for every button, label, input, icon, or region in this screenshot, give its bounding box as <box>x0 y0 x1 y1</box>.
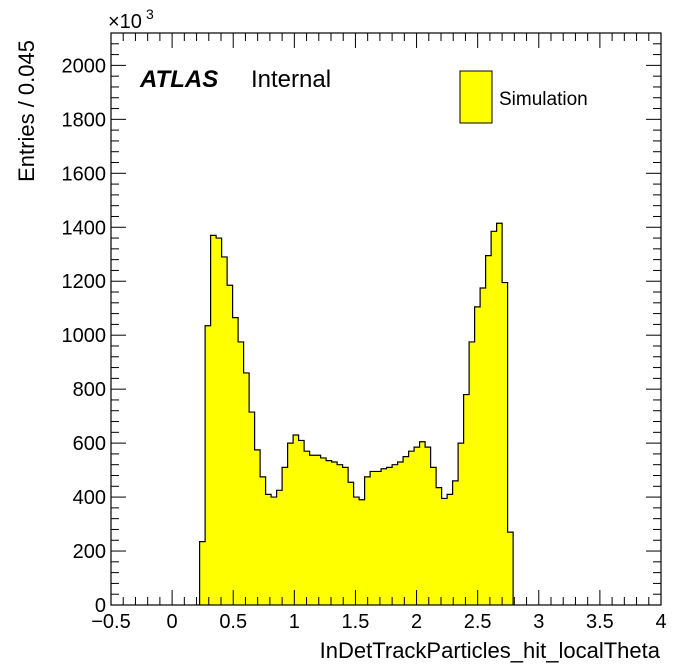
histogram-bin <box>287 443 294 605</box>
axis-ticks <box>110 32 662 606</box>
histogram-bin <box>331 462 338 605</box>
legend: Simulation <box>459 70 588 124</box>
histogram-bin <box>364 476 371 605</box>
histogram-bin <box>458 443 465 605</box>
legend-swatch <box>459 70 493 124</box>
histogram-bin <box>265 494 272 605</box>
histogram-bin <box>452 480 459 605</box>
x-tick-label: 3 <box>533 611 544 633</box>
x-tick-label: 2 <box>411 611 422 633</box>
histogram-bin <box>271 497 278 605</box>
histogram-bin <box>403 456 410 605</box>
histogram-bin <box>304 451 311 605</box>
histogram-bin <box>293 435 300 605</box>
x-tick-label: 3.5 <box>586 611 614 633</box>
histogram-bin <box>436 487 443 605</box>
histogram-bin <box>370 471 377 605</box>
y-tick-label: 1000 <box>62 325 107 347</box>
y-tick-label: 200 <box>73 541 106 563</box>
histogram-bin <box>205 325 212 605</box>
histogram-bin <box>238 341 245 605</box>
y-tick-label: 1600 <box>62 163 107 185</box>
histogram-bin <box>243 372 250 605</box>
x-tick-label: 0 <box>167 611 178 633</box>
histogram-bin <box>485 255 492 605</box>
histogram-bin <box>463 394 470 605</box>
histogram-bin <box>386 467 393 605</box>
x-tick-label: 1 <box>289 611 300 633</box>
histogram-bin <box>375 471 382 605</box>
histogram-bin <box>480 287 487 605</box>
histogram-bin <box>221 256 228 605</box>
histogram-bin <box>430 467 437 605</box>
histogram-bin <box>309 455 316 605</box>
y-tick-label: 800 <box>73 379 106 401</box>
y-axis-title: Entries / 0.045 <box>14 40 39 182</box>
x-tick-label: −0.5 <box>91 611 130 633</box>
plot-frame <box>110 32 662 606</box>
atlas-label: ATLAS <box>139 66 218 93</box>
histogram-bin <box>348 482 355 605</box>
histogram-bin <box>491 231 498 605</box>
histogram-outline <box>199 222 514 605</box>
y-tick-label: 1800 <box>62 109 107 131</box>
histogram-bin <box>353 497 360 605</box>
x-axis-title: InDetTrackParticles_hit_localTheta <box>320 638 661 663</box>
x-tick-label: 2.5 <box>464 611 492 633</box>
x-tick-label: 0.5 <box>219 611 247 633</box>
histogram-bin <box>447 494 454 605</box>
histogram-bin <box>260 476 267 605</box>
y-tick-label: 600 <box>73 433 106 455</box>
histogram-bin <box>414 447 421 605</box>
histogram-bin <box>227 285 234 605</box>
y-tick-label: 400 <box>73 487 106 509</box>
histogram-bin <box>342 467 349 605</box>
histogram-bin <box>254 449 261 605</box>
histogram-bin <box>210 235 217 605</box>
y-multiplier-exponent: 3 <box>146 6 154 22</box>
histogram-bin <box>392 464 399 605</box>
histogram-bin <box>216 238 223 605</box>
histogram-bin <box>326 460 333 605</box>
histogram-bin <box>282 467 289 605</box>
y-tick-label: 1400 <box>62 217 107 239</box>
histogram-bin <box>496 223 503 605</box>
histogram-bin <box>337 464 344 605</box>
histogram-bin <box>320 457 327 605</box>
x-tick-label: 4 <box>655 611 666 633</box>
histogram-bin <box>425 447 432 605</box>
y-tick-label: 0 <box>95 595 106 617</box>
histogram-bin <box>408 451 415 605</box>
legend-label-simulation: Simulation <box>499 89 588 110</box>
histogram-bin <box>249 412 256 605</box>
histogram-bin <box>199 541 206 605</box>
histogram-bars <box>199 223 514 605</box>
y-tick-label: 2000 <box>62 55 107 77</box>
x-tick-labels: −0.5 0 0.5 1 1.5 2 2.5 3 3.5 4 <box>91 611 666 633</box>
histogram-bin <box>232 317 239 605</box>
histogram-bin <box>298 440 305 605</box>
histogram-bin <box>474 306 481 605</box>
y-tick-label: 1200 <box>62 271 107 293</box>
histogram-bin <box>359 499 366 605</box>
histogram-bin <box>419 441 426 605</box>
x-tick-label: 1.5 <box>342 611 370 633</box>
internal-label: Internal <box>251 66 331 93</box>
histogram-bin <box>397 462 404 605</box>
y-multiplier-base: ×10 <box>108 11 142 33</box>
y-tick-labels: 0 200 400 600 800 1000 1200 1400 1600 1800 2000 <box>62 55 107 617</box>
histogram-bin <box>502 282 509 605</box>
histogram-bin <box>507 532 514 605</box>
histogram-bin <box>315 455 322 605</box>
histogram-bin <box>441 498 448 605</box>
y-multiplier: ×10 3 <box>108 6 154 33</box>
histogram-bin <box>469 341 476 605</box>
histogram-bin <box>276 490 283 605</box>
histogram-bin <box>381 468 388 605</box>
